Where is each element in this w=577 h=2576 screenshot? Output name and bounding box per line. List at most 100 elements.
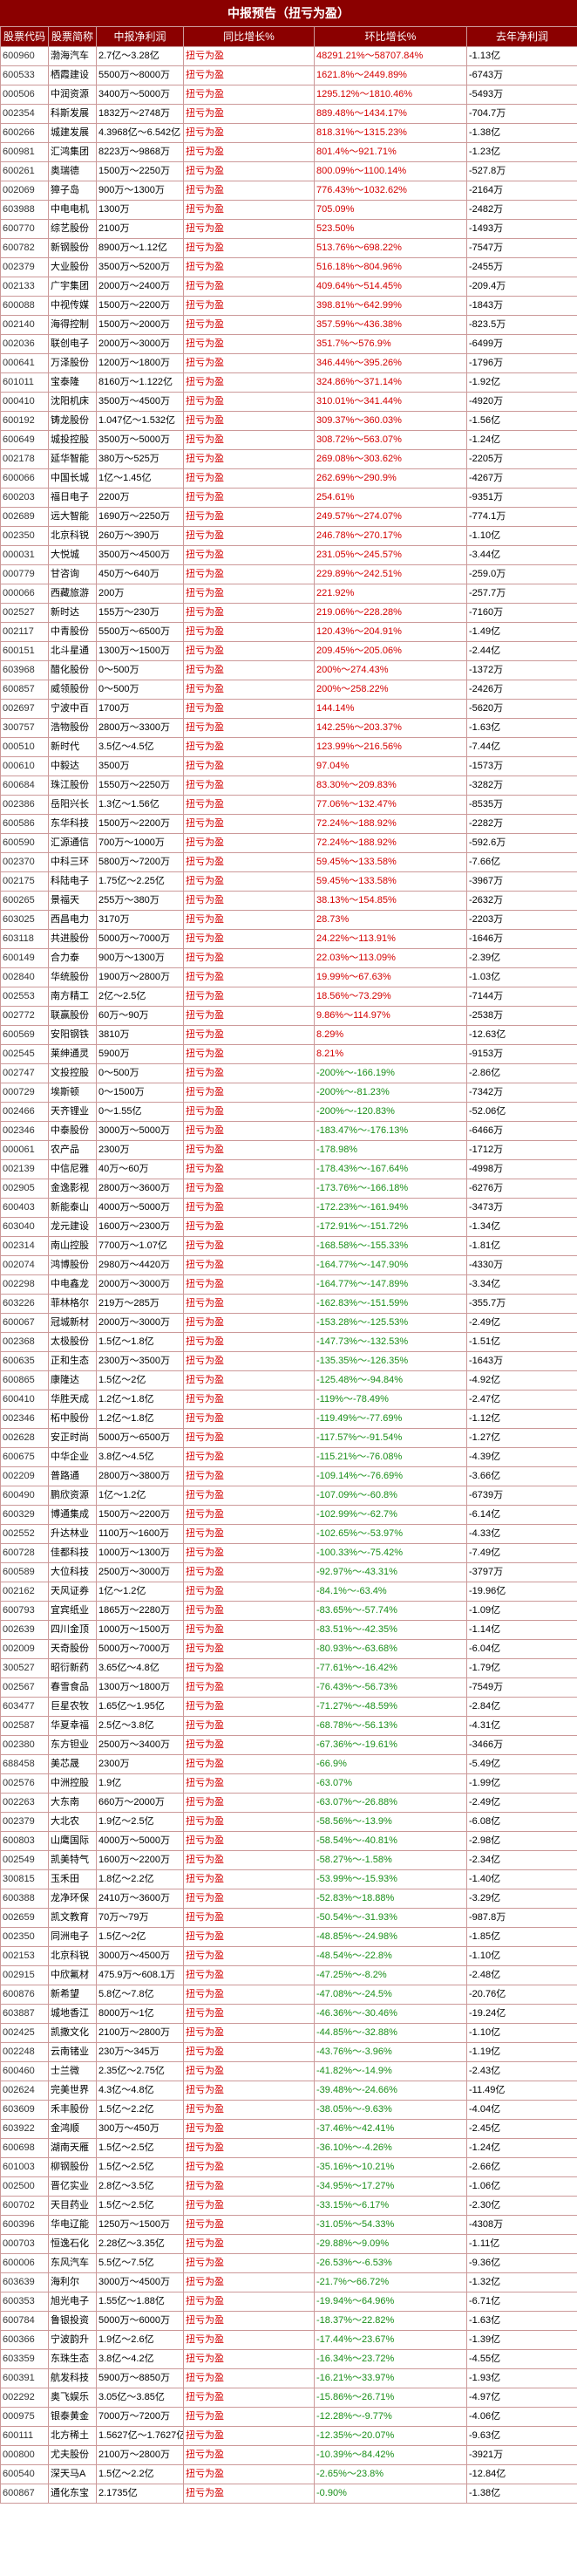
cell-name: 禾丰股份 [48, 2100, 97, 2120]
cell-qoq: 209.45%～205.06% [314, 641, 467, 661]
cell-last-year: -3282万 [466, 776, 577, 796]
cell-qoq: 889.48%～1434.17% [314, 104, 467, 124]
cell-yoy: 扭亏为盈 [183, 392, 315, 412]
cell-code: 002772 [0, 1006, 49, 1026]
cell-code: 603477 [0, 1697, 49, 1717]
cell-yoy: 扭亏为盈 [183, 871, 315, 892]
cell-name: 综艺股份 [48, 219, 97, 239]
cell-last-year: -7160万 [466, 603, 577, 623]
cell-qoq: -34.95%～17.27% [314, 2176, 467, 2197]
cell-forecast: 5000万～7000万 [96, 1639, 184, 1659]
cell-qoq: 59.45%～133.58% [314, 871, 467, 892]
cell-qoq: -48.85%～-24.98% [314, 1927, 467, 1947]
cell-qoq: -83.65%～-57.74% [314, 1601, 467, 1621]
table-row: 002370 中科三环 5800万～7200万 扭亏为盈 59.45%～133.58% -… [0, 852, 577, 872]
header-row: 股票代码 股票简称 中报净利润 同比增长% 环比增长% 去年净利润 [0, 26, 577, 47]
cell-code: 600353 [0, 2292, 49, 2312]
cell-forecast: 1.8亿～2.2亿 [96, 1869, 184, 1889]
cell-last-year: -2455万 [466, 257, 577, 277]
cell-name: 埃斯顿 [48, 1083, 97, 1103]
cell-code: 000506 [0, 85, 49, 105]
cell-name: 普路通 [48, 1466, 97, 1486]
cell-forecast: 0～500万 [96, 1063, 184, 1083]
cell-yoy: 扭亏为盈 [183, 2004, 315, 2024]
cell-forecast: 5500万～6500万 [96, 622, 184, 642]
cell-yoy: 扭亏为盈 [183, 85, 315, 105]
cell-name: 福日电子 [48, 488, 97, 508]
cell-name: 北京科锐 [48, 1946, 97, 1966]
cell-last-year: -3.44亿 [466, 545, 577, 565]
cell-last-year: -9351万 [466, 488, 577, 508]
cell-name: 新能泰山 [48, 1198, 97, 1218]
cell-last-year: -3797万 [466, 1562, 577, 1582]
cell-name: 共进股份 [48, 929, 97, 949]
cell-forecast: 2800万～3800万 [96, 1466, 184, 1486]
table-row: 603118 共进股份 5000万～7000万 扭亏为盈 24.22%～113.91% -… [0, 929, 577, 949]
cell-last-year: -2.43亿 [466, 2061, 577, 2081]
cell-code: 603040 [0, 1217, 49, 1237]
table-row: 600391 航发科技 5900万～8850万 扭亏为盈 -16.21%～33.97% -… [0, 2368, 577, 2388]
cell-last-year: -3473万 [466, 1198, 577, 1218]
cell-code: 600865 [0, 1370, 49, 1390]
cell-qoq: -12.35%～20.07% [314, 2426, 467, 2446]
cell-last-year: -2.47亿 [466, 1390, 577, 1410]
table-row: 002036 联创电子 2000万～3000万 扭亏为盈 351.7%～576.9% -6… [0, 334, 577, 354]
cell-qoq: 48291.21%～58707.84% [314, 46, 467, 66]
cell-forecast: 4000万～5000万 [96, 1198, 184, 1218]
cell-yoy: 扭亏为盈 [183, 1620, 315, 1640]
table-row: 000506 中润资源 3400万～5000万 扭亏为盈 1295.12%～1810.4… [0, 85, 577, 105]
cell-name: 云南锗业 [48, 2042, 97, 2062]
cell-name: 西昌电力 [48, 910, 97, 930]
cell-last-year: -6.08亿 [466, 1812, 577, 1832]
cell-code: 600675 [0, 1447, 49, 1467]
cell-code: 600876 [0, 1985, 49, 2005]
cell-name: 岳阳兴长 [48, 795, 97, 815]
cell-last-year: -355.7万 [466, 1294, 577, 1314]
cell-name: 昭衍新药 [48, 1658, 97, 1678]
cell-forecast: 0～500万 [96, 660, 184, 680]
cell-name: 威领股份 [48, 680, 97, 700]
cell-last-year: -4.04亿 [466, 2100, 577, 2120]
cell-last-year: -2.84亿 [466, 1697, 577, 1717]
cell-last-year: -823.5万 [466, 315, 577, 335]
cell-name: 新时达 [48, 603, 97, 623]
table-row: 002354 科斯发展 1832万～2748万 扭亏为盈 889.48%～1434.17… [0, 104, 577, 124]
table-row: 600857 威领股份 0～500万 扭亏为盈 200%～258.22% -2426万 [0, 680, 577, 700]
cell-yoy: 扭亏为盈 [183, 814, 315, 834]
cell-yoy: 扭亏为盈 [183, 1850, 315, 1870]
cell-forecast: 1.9亿～2.5亿 [96, 1812, 184, 1832]
table-row: 002552 升达林业 1100万～1600万 扭亏为盈 -102.65%～-53.97… [0, 1524, 577, 1544]
cell-yoy: 扭亏为盈 [183, 1274, 315, 1295]
cell-last-year: -1.38亿 [466, 2484, 577, 2504]
cell-last-year: -1.49亿 [466, 622, 577, 642]
cell-qoq: -21.7%～66.72% [314, 2272, 467, 2292]
cell-name: 鸿博股份 [48, 1255, 97, 1275]
cell-code: 601003 [0, 2157, 49, 2177]
cell-qoq: -80.93%～-63.68% [314, 1639, 467, 1659]
cell-forecast: 3170万 [96, 910, 184, 930]
cell-last-year: -1843万 [466, 296, 577, 316]
table-row: 000610 中毅达 3500万 扭亏为盈 97.04% -1573万 [0, 756, 577, 776]
cell-forecast: 5500万～8000万 [96, 65, 184, 85]
cell-name: 柳钢股份 [48, 2157, 97, 2177]
cell-forecast: 2亿～2.5亿 [96, 987, 184, 1007]
cell-yoy: 扭亏为盈 [183, 737, 315, 757]
cell-code: 000610 [0, 756, 49, 776]
table-row: 603359 东珠生态 3.8亿～4.2亿 扭亏为盈 -16.34%～23.72% -4.… [0, 2349, 577, 2369]
table-row: 600261 奥瑞德 1500万～2250万 扭亏为盈 800.09%～1100.14%… [0, 161, 577, 181]
cell-yoy: 扭亏为盈 [183, 219, 315, 239]
cell-qoq: 409.64%～514.45% [314, 277, 467, 297]
cell-yoy: 扭亏为盈 [183, 161, 315, 181]
cell-code: 002639 [0, 1620, 49, 1640]
cell-code: 600803 [0, 1831, 49, 1851]
cell-code: 002545 [0, 1044, 49, 1064]
cell-yoy: 扭亏为盈 [183, 2292, 315, 2312]
cell-yoy: 扭亏为盈 [183, 2464, 315, 2484]
cell-code: 300757 [0, 718, 49, 738]
cell-yoy: 扭亏为盈 [183, 795, 315, 815]
cell-yoy: 扭亏为盈 [183, 1198, 315, 1218]
table-row: 603922 金鸿顺 300万～450万 扭亏为盈 -37.46%～42.41% -2.4… [0, 2119, 577, 2139]
cell-qoq: -147.73%～-132.53% [314, 1332, 467, 1352]
cell-last-year: -6.14亿 [466, 1505, 577, 1525]
cell-code: 603226 [0, 1294, 49, 1314]
